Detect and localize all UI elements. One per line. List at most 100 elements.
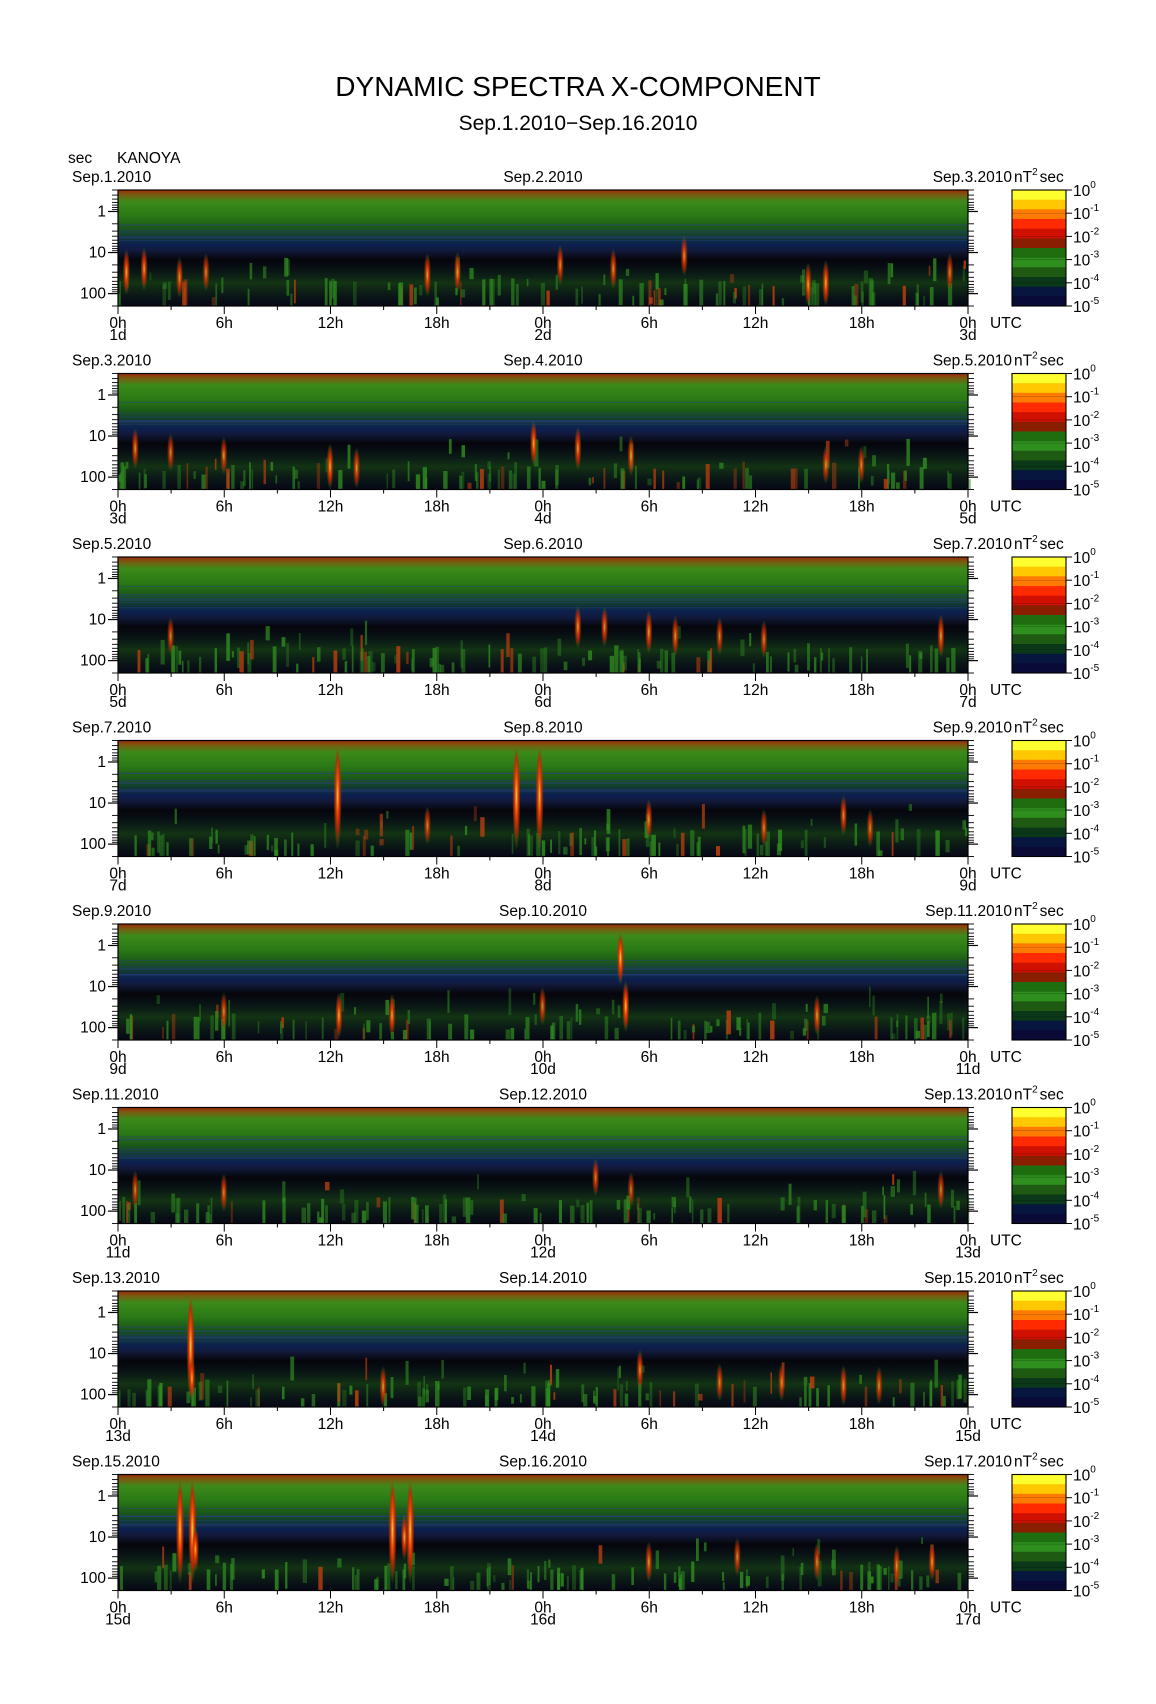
colorbar-unit-label: nT2 sec xyxy=(1014,534,1064,553)
spectrogram-streak xyxy=(934,1359,939,1388)
spectrogram-streak xyxy=(700,1209,704,1224)
spectrogram-event xyxy=(716,616,724,656)
spectrogram-streak xyxy=(745,467,749,489)
spectrogram-streak xyxy=(718,281,722,306)
spectrogram-streak xyxy=(249,639,254,660)
spectrogram-streak xyxy=(437,663,441,673)
spectrogram-streak xyxy=(864,1386,868,1407)
spectrogram-streak xyxy=(895,819,899,843)
colorbar-tick-label: 10-5 xyxy=(1073,1214,1100,1234)
spectrogram-streak xyxy=(344,660,348,673)
spectrogram-event xyxy=(176,256,183,298)
spectrogram-streak xyxy=(923,1391,925,1407)
spectrogram-streak xyxy=(804,1018,808,1031)
spectrogram-streak xyxy=(527,1580,531,1590)
spectrogram-streak xyxy=(694,1383,699,1407)
colorbar-tick-label: 100 xyxy=(1073,180,1096,200)
spectrogram-lowband xyxy=(118,626,968,673)
spectrogram-streak xyxy=(154,1571,157,1583)
spectrogram-streak xyxy=(814,283,820,306)
spectrogram-streak xyxy=(145,1389,148,1407)
spectrogram-streak xyxy=(463,1387,467,1407)
spectrogram-streak xyxy=(387,282,391,291)
spectrogram-streak xyxy=(221,277,224,294)
spectrogram-streak xyxy=(947,1013,951,1031)
colorbar-frame xyxy=(1011,923,1067,1041)
colorbar-swatch xyxy=(1012,1155,1066,1166)
spectrogram-streak xyxy=(604,1016,609,1040)
spectrogram-streak xyxy=(425,1205,429,1224)
day-label-mid: 8d xyxy=(534,878,551,895)
spectrogram-event xyxy=(539,987,546,1026)
spectrogram-streak xyxy=(537,1566,540,1583)
spectrogram-event xyxy=(400,1514,408,1561)
spectrogram-streak xyxy=(501,1582,505,1591)
colorbar-swatch xyxy=(1012,1107,1066,1118)
spectrogram-streak xyxy=(507,1558,512,1576)
spectrogram-streak xyxy=(940,1385,943,1407)
x-tick-label: 18h xyxy=(424,1600,450,1617)
spectrogram-streak xyxy=(162,1546,165,1569)
spectrogram-streak xyxy=(890,263,894,278)
spectrogram-streak xyxy=(480,817,485,837)
spectrogram-streak xyxy=(519,1394,522,1403)
colorbar-swatch xyxy=(1012,962,1066,973)
spectrogram-streak xyxy=(432,648,437,673)
spectrogram-streak xyxy=(953,1206,956,1224)
x-tick-label: 6h xyxy=(216,1600,233,1617)
colorbar-swatch xyxy=(1012,779,1066,790)
spectrogram-streak xyxy=(620,468,625,490)
colorbar-swatch xyxy=(1012,740,1066,751)
colorbar-swatch xyxy=(1012,1542,1066,1553)
colorbar-swatch xyxy=(1012,383,1066,394)
spectrogram-event xyxy=(840,794,847,836)
spectrogram-streak xyxy=(787,652,790,672)
colorbar-swatch xyxy=(1012,199,1066,210)
spectrogram-streak xyxy=(890,1186,895,1197)
spectrogram-streak xyxy=(637,1203,639,1210)
spectrogram-event xyxy=(131,427,139,469)
spectrogram-streak xyxy=(244,845,249,855)
spectrogram-streak xyxy=(231,651,234,658)
spectrogram-streak xyxy=(550,1569,554,1591)
colorbar-swatch xyxy=(1012,441,1066,452)
colorbar-swatch xyxy=(1012,991,1066,1002)
spectrogram-streak xyxy=(325,1181,330,1191)
colorbar-swatch xyxy=(1012,257,1066,268)
spectrogram-streak xyxy=(793,648,797,663)
spectrogram-streak xyxy=(237,647,241,669)
colorbar-swatch xyxy=(1012,219,1066,230)
spectrogram-streak xyxy=(249,263,253,280)
spectrogram-streak xyxy=(247,840,252,855)
x-tick-label: 18h xyxy=(849,1416,875,1433)
spectrogram-streak xyxy=(589,1200,593,1224)
spectrogram-streak xyxy=(442,1194,447,1223)
colorbar-tick-label: 10-3 xyxy=(1073,250,1100,270)
spectrogram-streak xyxy=(613,1389,617,1407)
spectrogram-streak xyxy=(460,640,463,668)
spectrogram-streak xyxy=(215,829,218,844)
colorbar-swatch xyxy=(1012,788,1066,799)
spectrogram-streak xyxy=(951,647,956,673)
spectrogram-event xyxy=(760,620,768,659)
spectrogram-streak xyxy=(906,438,910,466)
spectrogram-streak xyxy=(752,1386,757,1407)
spectrogram-streak xyxy=(899,1379,902,1394)
spectrogram-streak xyxy=(671,1207,673,1224)
spectrogram-streak xyxy=(506,633,510,657)
colorbar-swatch xyxy=(1012,412,1066,423)
spectrogram-streak xyxy=(405,1020,409,1040)
colorbar-tick-label: 10-1 xyxy=(1073,937,1100,957)
x-tick-label: 12h xyxy=(318,682,344,699)
spectrogram-streak xyxy=(479,468,484,490)
spectrogram-streak xyxy=(392,469,396,489)
spectrogram-streak xyxy=(364,620,368,645)
spectra-panel: Sep.15.2010 Sep.16.2010 Sep.17.2010 nT2 sec 1… xyxy=(72,1452,1100,1629)
spectrogram-streak xyxy=(317,647,321,662)
spectrogram-streak xyxy=(210,1015,214,1040)
spectrogram-streak xyxy=(529,835,533,857)
spectrogram-streak xyxy=(927,1204,931,1224)
y-tick-label: 10 xyxy=(89,1162,107,1179)
spectrogram-streak xyxy=(439,1204,443,1224)
spectrogram-streak xyxy=(794,468,798,490)
